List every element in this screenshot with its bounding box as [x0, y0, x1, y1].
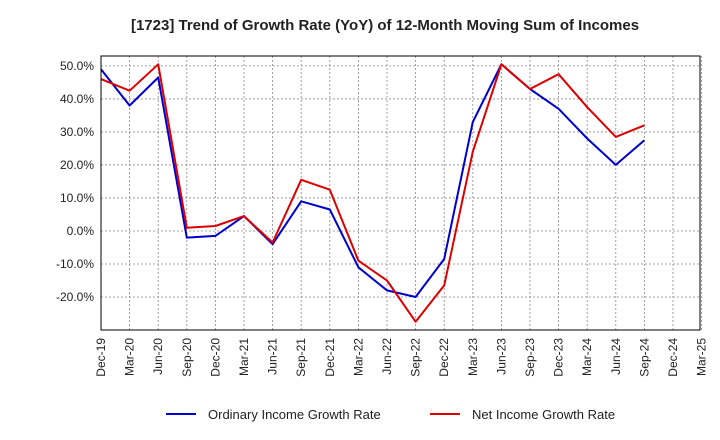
- x-tick-label: Dec-23: [552, 338, 566, 377]
- series-lines: [100, 63, 646, 323]
- x-tick-label: Dec-24: [666, 338, 680, 377]
- x-tick-label: Dec-19: [94, 338, 108, 377]
- y-axis-tick-labels: 50.0% 40.0% 30.0% 20.0% 10.0% 0.0% -10.0% -20.0…: [56, 59, 94, 304]
- legend-label: Net Income Growth Rate: [472, 407, 615, 422]
- x-tick-label: Sep-21: [294, 338, 308, 377]
- y-tick-label: -10.0%: [56, 257, 94, 271]
- x-axis-tick-labels: Dec-19 Mar-20 Jun-20 Sep-20 Dec-20 Mar-21 Jun-…: [94, 338, 709, 377]
- series-line-2: [100, 63, 645, 323]
- chart-title: [1723] Trend of Growth Rate (YoY) of 12-…: [131, 17, 639, 34]
- y-tick-label: 10.0%: [60, 191, 94, 205]
- x-tick-label: Dec-22: [437, 338, 451, 377]
- x-tick-label: Mar-21: [237, 338, 251, 376]
- series-line-1: [100, 63, 646, 298]
- x-tick-label: Jun-23: [494, 338, 508, 375]
- x-tick-label: Sep-24: [637, 338, 651, 377]
- grid-lines: [100, 56, 702, 330]
- x-tick-label: Dec-21: [323, 338, 337, 377]
- x-tick-label: Mar-25: [695, 338, 709, 376]
- y-tick-label: 20.0%: [60, 158, 94, 172]
- x-tick-label: Jun-22: [380, 338, 394, 375]
- y-tick-label: -20.0%: [56, 290, 94, 304]
- x-tick-label: Jun-21: [266, 338, 280, 375]
- legend: Ordinary Income Growth Rate Net Income Gr…: [166, 407, 615, 422]
- plot-frame: [100, 55, 701, 331]
- x-tick-label: Sep-20: [180, 338, 194, 377]
- x-tick-label: Sep-23: [523, 338, 537, 377]
- x-tick-label: Jun-24: [609, 338, 623, 375]
- y-tick-label: 0.0%: [67, 224, 95, 238]
- legend-label: Ordinary Income Growth Rate: [208, 407, 381, 422]
- x-tick-label: Dec-20: [208, 338, 222, 377]
- x-tick-label: Mar-23: [466, 338, 480, 376]
- x-tick-label: Mar-24: [580, 338, 594, 376]
- x-tick-label: Jun-20: [151, 338, 165, 375]
- y-tick-label: 50.0%: [60, 59, 94, 73]
- y-tick-label: 40.0%: [60, 92, 94, 106]
- x-tick-label: Mar-22: [351, 338, 365, 376]
- y-tick-label: 30.0%: [60, 125, 94, 139]
- x-tick-label: Mar-20: [123, 338, 137, 376]
- x-tick-label: Sep-22: [409, 338, 423, 377]
